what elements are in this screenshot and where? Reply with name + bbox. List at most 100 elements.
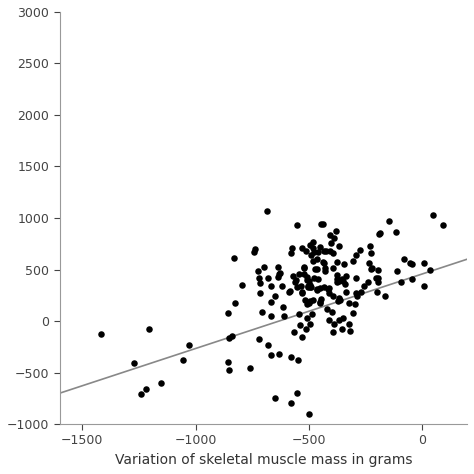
Point xyxy=(322,247,330,255)
Point xyxy=(316,300,324,307)
Point xyxy=(339,314,346,321)
Point xyxy=(333,271,341,279)
Point xyxy=(228,332,236,340)
Point xyxy=(307,320,314,328)
Point xyxy=(319,220,327,228)
Point xyxy=(267,283,275,290)
Point xyxy=(302,247,310,255)
Point xyxy=(304,277,311,284)
Point xyxy=(305,283,312,290)
Point xyxy=(333,275,341,283)
Point xyxy=(280,303,287,310)
Point xyxy=(429,211,437,219)
Point xyxy=(365,259,373,266)
Point xyxy=(316,244,324,251)
Point xyxy=(130,359,137,366)
Point xyxy=(420,259,428,267)
Point xyxy=(408,275,416,283)
Point xyxy=(295,270,303,277)
Point xyxy=(290,272,297,280)
Point xyxy=(330,320,337,328)
Point xyxy=(313,286,320,293)
Point xyxy=(313,285,320,293)
Point xyxy=(238,281,246,289)
Point xyxy=(267,298,274,306)
Point xyxy=(258,308,266,316)
Point xyxy=(375,231,383,238)
Point xyxy=(321,264,329,272)
Point xyxy=(142,385,149,393)
Point xyxy=(339,278,346,285)
Point xyxy=(310,249,318,256)
Point xyxy=(357,288,365,296)
Point xyxy=(274,273,282,281)
Point xyxy=(285,288,292,295)
Point xyxy=(137,391,145,398)
Point xyxy=(365,278,372,286)
Point xyxy=(179,356,186,364)
Point xyxy=(276,269,284,277)
Point xyxy=(374,278,382,285)
Point xyxy=(264,341,272,349)
Point xyxy=(338,275,346,283)
Point xyxy=(341,281,349,288)
Point xyxy=(254,267,262,274)
Point xyxy=(356,246,364,254)
Point xyxy=(306,282,314,289)
Point xyxy=(325,284,332,292)
Point xyxy=(293,284,301,292)
Point xyxy=(274,263,282,271)
Point xyxy=(352,251,360,258)
Point xyxy=(157,380,165,387)
Point xyxy=(292,276,300,283)
Point xyxy=(291,278,299,285)
Point xyxy=(271,293,278,301)
Point xyxy=(342,289,349,296)
Point xyxy=(326,316,333,324)
Point xyxy=(353,289,360,297)
Point xyxy=(302,325,310,332)
Point xyxy=(340,261,347,268)
Point xyxy=(420,282,428,290)
Point xyxy=(381,292,389,300)
Point xyxy=(346,299,353,307)
Point xyxy=(329,264,337,272)
Point xyxy=(301,296,309,303)
Point xyxy=(307,297,314,305)
Point xyxy=(353,292,361,300)
Point xyxy=(291,328,298,336)
Point xyxy=(294,356,302,364)
Point xyxy=(337,296,344,304)
Point xyxy=(301,264,308,271)
Point xyxy=(426,266,434,274)
Point xyxy=(314,255,321,263)
Point xyxy=(300,264,308,272)
Point xyxy=(372,274,380,282)
Point xyxy=(230,255,238,262)
Point xyxy=(296,321,304,328)
Point xyxy=(349,258,357,265)
Point xyxy=(333,278,341,285)
Point xyxy=(327,232,334,239)
Point xyxy=(406,259,413,267)
Point xyxy=(398,278,405,286)
Point xyxy=(255,274,263,282)
Point xyxy=(317,295,325,303)
Point xyxy=(298,289,306,297)
Point xyxy=(326,247,333,255)
Point xyxy=(226,366,233,374)
X-axis label: Variation of skeletal muscle mass in grams: Variation of skeletal muscle mass in gra… xyxy=(115,453,412,467)
Point xyxy=(374,288,381,295)
Point xyxy=(351,300,358,307)
Point xyxy=(226,334,233,342)
Point xyxy=(323,305,331,313)
Point xyxy=(346,327,354,334)
Point xyxy=(267,352,274,359)
Point xyxy=(303,314,311,322)
Point xyxy=(299,244,306,252)
Point xyxy=(287,400,294,407)
Point xyxy=(328,308,336,316)
Point xyxy=(307,252,315,259)
Point xyxy=(312,265,319,273)
Point xyxy=(367,249,375,256)
